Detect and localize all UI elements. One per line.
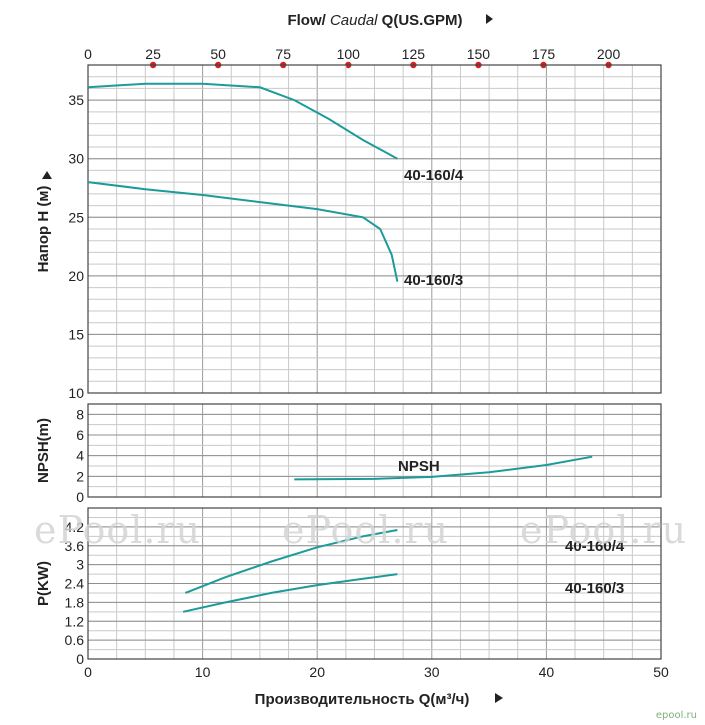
npsh-ytick-label: 0	[76, 489, 84, 505]
x-tick-label: 40	[539, 664, 555, 680]
head-panel: 10 15 20 25 30 35 Напор H (м) 40-160/4 40-160/3	[35, 64, 662, 401]
x-axis-label: Производительность Q(м³/ч)	[255, 691, 470, 708]
top-axis-tick-label: 0	[84, 46, 92, 62]
x-tick-label: 50	[653, 664, 669, 680]
power-curve-40-160/3	[182, 573, 398, 613]
power-ytick-label: 0	[76, 651, 84, 667]
npsh-curve-NPSH	[294, 455, 593, 481]
npsh-ylabel: NPSH(m)	[35, 418, 52, 483]
top-axis-tick-label: 100	[337, 46, 361, 62]
npsh-ytick-label: 4	[76, 448, 84, 464]
head-grid	[87, 64, 662, 394]
npsh-panel: 0 2 4 6 8 NPSH(m) NPSH	[35, 403, 662, 505]
ylabel-arrow-icon	[42, 171, 52, 179]
power-ytick-label: 1.2	[65, 613, 85, 629]
head-ytick-label: 25	[68, 209, 84, 225]
x-tick-label: 10	[195, 664, 211, 680]
power-series-label-2: 40-160/3	[565, 580, 624, 597]
npsh-ytick-label: 2	[76, 468, 84, 484]
power-panel: 0 0.6 1.2 1.8 2.4 3 3.6 4.2 P(KW) 40-160/4 40-160/…	[35, 507, 662, 667]
x-tick-label: 30	[424, 664, 440, 680]
npsh-series-label: NPSH	[398, 458, 440, 475]
top-axis-tick-label: 175	[532, 46, 556, 62]
top-axis-tick-label: 50	[210, 46, 226, 62]
head-series-label-1: 40-160/4	[404, 167, 464, 184]
npsh-frame	[87, 403, 662, 498]
x-tick-label: 0	[84, 664, 92, 680]
power-ytick-label: 3.6	[65, 538, 85, 554]
title-arrow-icon	[486, 14, 493, 24]
head-series-label-2: 40-160/3	[404, 272, 463, 289]
site-credit: epool.ru	[655, 710, 697, 721]
npsh-grid	[87, 403, 662, 498]
xlabel-arrow-icon	[495, 693, 503, 703]
power-ylabel: P(KW)	[35, 561, 52, 606]
head-ylabel: Напор H (м)	[35, 186, 52, 273]
npsh-ytick-label: 8	[76, 406, 84, 422]
head-ytick-label: 10	[68, 385, 84, 401]
npsh-ytick-label: 6	[76, 427, 84, 443]
top-axis-title: Flow/ Caudal Q(US.GPM)	[287, 12, 462, 29]
top-axis-tick-label: 25	[145, 46, 161, 62]
power-curve-40-160/4	[185, 529, 398, 594]
power-ytick-label: 4.2	[65, 519, 85, 535]
top-axis-tick-label: 125	[402, 46, 426, 62]
x-tick-label: 20	[309, 664, 325, 680]
head-curve-40-160/3	[87, 181, 399, 282]
power-ytick-label: 2.4	[65, 576, 85, 592]
head-ytick-label: 15	[68, 326, 84, 342]
head-curve-40-160/4	[87, 82, 398, 160]
power-frame	[87, 507, 662, 660]
power-ytick-label: 1.8	[65, 594, 85, 610]
power-ytick-label: 3	[76, 557, 84, 573]
top-axis-tick-label: 75	[275, 46, 291, 62]
top-axis-tick-label: 150	[467, 46, 491, 62]
head-ytick-label: 35	[68, 92, 84, 108]
head-ytick-label: 20	[68, 268, 84, 284]
power-ytick-label: 0.6	[65, 632, 85, 648]
head-frame	[87, 64, 662, 394]
head-ytick-label: 30	[68, 151, 84, 167]
top-axis-tick-label: 200	[597, 46, 621, 62]
power-series-label-1: 40-160/4	[565, 538, 625, 555]
